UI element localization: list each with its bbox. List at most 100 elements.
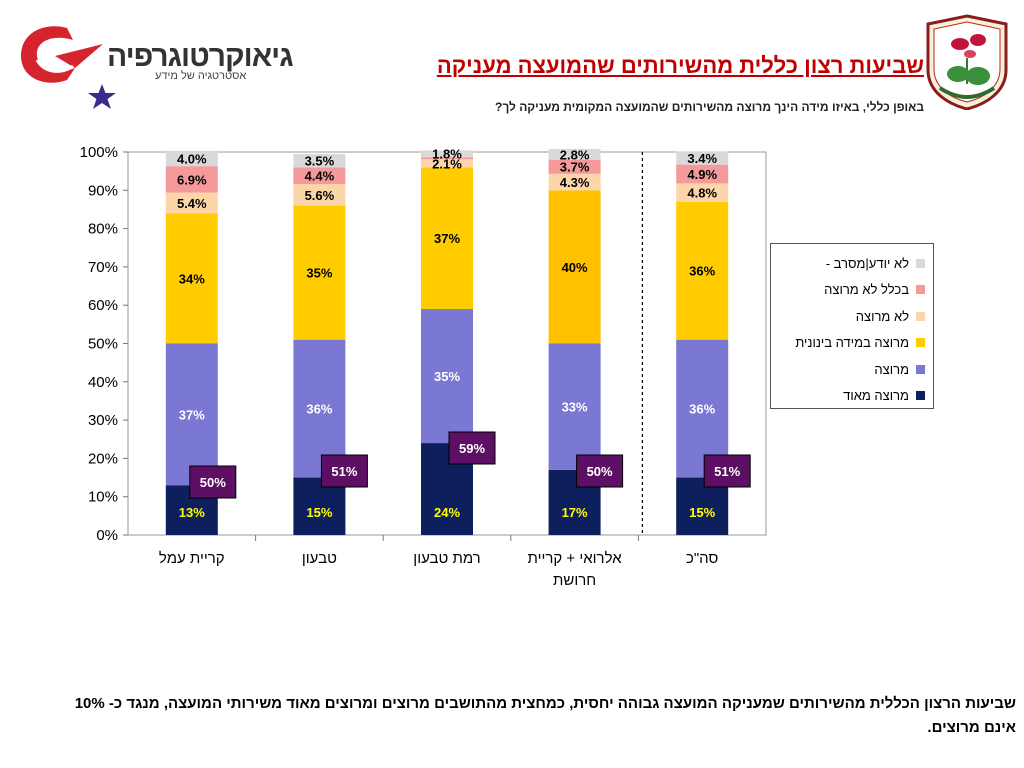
bar-segment [676,183,729,202]
legend-swatch [916,391,925,401]
callout-label: 50% [200,475,226,490]
stacked-bar-chart: 0% 10% 20% 30% 40% 50% 60% 70% 80% 90% 100% 13% 37% 3… [80,144,767,589]
data-label: 37% [179,407,205,422]
y-tick-label: 70% [88,259,118,276]
y-tick-label: 20% [88,450,118,467]
x-category-label: רמת טבעון [413,550,480,567]
satisfied-callout [703,454,751,488]
legend-swatch [916,364,925,374]
data-label: 35% [434,369,460,384]
data-label: 36% [306,402,332,417]
bar-segment [165,166,218,193]
y-tick-label: 0% [96,527,118,544]
data-label: 35% [306,266,332,281]
bar-segment [165,150,218,167]
data-label: 4.0% [177,152,207,167]
bar-segment [293,153,346,168]
x-category-label: חרושת [553,572,596,589]
data-label: 4.9% [687,167,717,182]
data-label: 36% [689,402,715,417]
bar-segment [421,167,473,310]
satisfied-callout [576,454,624,488]
star-icon [88,84,116,109]
x-category-label: סה"כ [686,550,719,567]
x-category-label: אלרואי + קריית [528,550,623,567]
satisfied-callout [448,431,496,465]
survey-question: באופן כללי, באיזו מידה הינך מרוצה מהשירו… [495,100,924,114]
satisfied-callout [320,454,368,488]
callout-label: 51% [331,464,357,479]
legend-label: מרוצה במידה בינונית [795,335,909,351]
logo-wordmark: גיאוקרטוגרפיה [107,40,294,73]
legend-item: לא יודע|מסרב - [771,250,925,277]
bar-segment [676,201,729,340]
legend-label: מרוצה [874,361,909,377]
data-label: 13% [179,505,205,520]
bar-segment [676,151,729,165]
y-tick-label: 100% [80,144,118,161]
data-label: 5.6% [305,188,335,203]
data-label: 3.7% [560,160,590,175]
bar-segment [548,190,601,344]
data-label: 24% [434,505,460,520]
data-label: 1.8% [432,146,462,161]
y-tick-label: 90% [88,182,118,199]
legend-label: מרוצה מאוד [843,388,909,404]
data-label: 6.9% [177,172,207,187]
bar-segment [293,184,346,206]
data-label: 3.5% [305,154,335,169]
legend-swatch [916,338,925,348]
bar-segment [421,309,473,444]
data-label: 15% [689,505,715,520]
page-title: שביעות רצון כללית מהשירותים שהמועצה מעני… [436,53,924,78]
bar-segment [548,343,601,470]
y-tick-label: 30% [88,412,118,429]
bar-segment [165,213,218,344]
data-label: 5.4% [177,196,207,211]
data-label: 4.4% [305,169,335,184]
legend-swatch [916,258,925,268]
callout-label: 50% [587,464,613,479]
legend-item: בכלל לא מרוצה [771,277,925,304]
bar-segment [293,167,346,185]
legend-item: מרוצה במידה בינונית [771,330,925,357]
council-seal-icon [926,14,1008,110]
callout-label: 59% [459,441,485,456]
data-label: 34% [179,271,205,286]
data-label: 17% [562,505,588,520]
y-tick-label: 80% [88,221,118,238]
bar-segment [165,192,218,214]
bar-segment [165,343,218,486]
y-tick-label: 10% [88,489,118,506]
data-label: 2.1% [432,156,462,171]
company-logo: גיאוקרטוגרפיה אסטרטגיה של מידע [15,22,294,92]
bar-segment [676,164,729,184]
y-tick-label: 60% [88,297,118,314]
legend-item: לא מרוצה [771,303,925,330]
legend-item: מרוצה [771,356,925,383]
bar-segment [548,173,601,191]
logo-tagline: אסטרטגיה של מידע [155,70,247,82]
legend-swatch [916,285,925,295]
data-label: 3.4% [687,151,717,166]
data-label: 15% [306,505,332,520]
bar-segment [421,159,473,168]
legend-label: לא יודע|מסרב - [825,255,909,271]
bar-segment [548,148,601,160]
y-tick-label: 40% [88,374,118,391]
logo-g-icon [21,26,103,83]
x-category-label: קריית עמל [159,550,225,567]
legend-item: מרוצה מאוד [771,383,925,410]
y-tick-label: 50% [88,336,118,353]
data-label: 40% [562,260,588,275]
callout-label: 51% [714,464,740,479]
data-label: 33% [562,400,588,415]
summary-text: שביעות הרצון הכללית מהשירותים שמעניקה המ… [74,695,1016,736]
legend-label: לא מרוצה [855,308,909,324]
data-label: 36% [689,264,715,279]
satisfied-callout [189,465,237,499]
bar-segment [421,150,473,158]
legend-swatch [916,311,925,321]
chart-legend: לא יודע|מסרב - בכלל לא מרוצה לא מרוצה מרוצה… [770,243,934,409]
x-category-label: טבעון [302,550,337,567]
